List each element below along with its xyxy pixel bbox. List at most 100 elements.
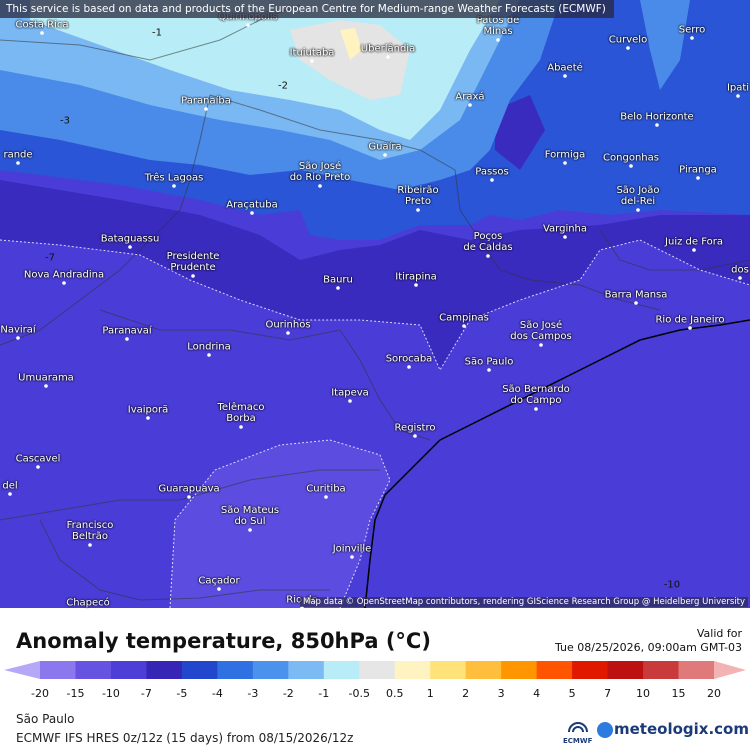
city-label-line: Itapeva — [331, 387, 369, 399]
border — [0, 469, 380, 521]
city-label: Sorocaba — [386, 354, 433, 365]
city-marker — [636, 208, 640, 212]
colorbar-cell — [75, 661, 112, 679]
city-label-line: Londrina — [187, 341, 231, 353]
city-label-line: Ribeirão — [397, 185, 439, 196]
contour-label: -3 — [60, 115, 70, 127]
city-label: Araxá — [455, 92, 484, 103]
city-marker — [496, 38, 500, 42]
city-label: Ourinhos — [265, 320, 310, 331]
border — [209, 94, 661, 311]
colorbar-cell — [359, 661, 396, 679]
notice: This service is based on data and produc… — [0, 0, 614, 18]
city-label: Araçatuba — [226, 200, 277, 211]
city-label: Caçador — [198, 576, 239, 587]
city-label-line: Piranga — [679, 164, 717, 176]
city-label-line: Campinas — [439, 312, 489, 324]
city-label-line: Formiga — [544, 149, 586, 161]
valid-time: Tue 08/25/2026, 09:00am GMT-03 — [554, 641, 742, 654]
city-marker — [187, 495, 191, 499]
anomaly-field — [340, 28, 362, 60]
city-label-line: del — [2, 480, 18, 492]
city-marker — [318, 184, 322, 188]
city-marker — [16, 336, 20, 340]
border — [599, 229, 750, 271]
city-label-line: Nova Andradina — [23, 269, 105, 281]
map — [0, 0, 750, 608]
city-label-line: Passos — [475, 166, 509, 178]
city-marker — [310, 59, 314, 63]
city-label-line: Rio de Janeiro — [655, 314, 725, 326]
city-marker — [248, 528, 252, 532]
city-label: Bataguassu — [101, 234, 160, 245]
city-label-line: do Campo — [510, 395, 562, 406]
colorbar-tick-label: -0.5 — [348, 687, 370, 700]
city-marker — [348, 399, 352, 403]
city-marker — [629, 164, 633, 168]
city-marker — [383, 153, 387, 157]
city-label-line: do Sul — [234, 516, 266, 527]
colorbar-tick-label: -2 — [282, 687, 294, 700]
coastline — [364, 319, 750, 608]
city-label: Presidente Prudente — [167, 251, 220, 273]
colorbar-arrow — [714, 661, 746, 679]
city-marker — [191, 274, 195, 278]
city-marker — [534, 407, 538, 411]
colorbar-cell — [678, 661, 715, 679]
valid-label: Valid for — [696, 627, 742, 640]
city-marker — [468, 103, 472, 107]
city-label-line: São Mateus — [220, 505, 280, 516]
colorbar-tick-label: 1 — [426, 687, 434, 700]
city-marker — [40, 31, 44, 35]
city-label: Telêmaco Borba — [218, 402, 265, 424]
city-marker — [239, 425, 243, 429]
city-label: Nova Andradina — [24, 270, 104, 281]
city-marker — [736, 94, 740, 98]
anomaly-field — [170, 440, 390, 608]
city-marker — [217, 587, 221, 591]
model-info: ECMWF IFS HRES 0z/12z (15 days) from 08/… — [16, 731, 354, 745]
city-label-line: Presidente — [166, 251, 220, 262]
city-label-line: Congonhas — [603, 152, 659, 164]
city-marker — [286, 331, 290, 335]
city-label-line: São Paulo — [464, 356, 514, 368]
city-label: Varginha — [543, 224, 587, 235]
city-label: Uberlândia — [361, 44, 415, 55]
colorbar-tick-label: 15 — [671, 687, 686, 700]
city-label-line: Costa Rica — [15, 19, 69, 31]
city-label: Belo Horizonte — [620, 112, 693, 123]
city-label-line: Ourinhos — [265, 319, 311, 331]
city-label: Abaeté — [547, 63, 583, 74]
city-label-line: Curitiba — [306, 483, 346, 495]
city-marker — [688, 326, 692, 330]
city-label-line: Uberlândia — [360, 43, 416, 55]
colorbar-tick-label: -3 — [247, 687, 259, 700]
city-marker — [44, 384, 48, 388]
city-marker — [626, 46, 630, 50]
city-label: Serro — [679, 25, 705, 36]
colorbar-cell — [643, 661, 680, 679]
contours — [0, 239, 750, 608]
contour-line — [0, 239, 750, 372]
city-label-line: Araçatuba — [226, 199, 278, 211]
city-label: Bauru — [323, 275, 353, 286]
city-label-line: Joinville — [332, 543, 372, 555]
colorbar-tick-label: 3 — [497, 687, 505, 700]
border — [99, 309, 431, 441]
city-marker — [125, 337, 129, 341]
city-label: Costa Rica — [16, 20, 69, 31]
city-label-line: Curvelo — [608, 34, 648, 46]
city-label: Formiga — [545, 150, 585, 161]
city-label-line: Varginha — [542, 223, 588, 235]
city-marker — [696, 176, 700, 180]
city-marker — [407, 365, 411, 369]
city-marker — [487, 368, 491, 372]
city-marker — [738, 276, 742, 280]
city-label: Itirapina — [395, 272, 436, 283]
city-label-line: Itirapina — [395, 271, 437, 283]
contour-label: -7 — [45, 252, 55, 264]
colorbar-cell — [110, 661, 147, 679]
city-marker — [250, 211, 254, 215]
city-label-line: Registro — [394, 422, 436, 434]
city-marker — [490, 178, 494, 182]
